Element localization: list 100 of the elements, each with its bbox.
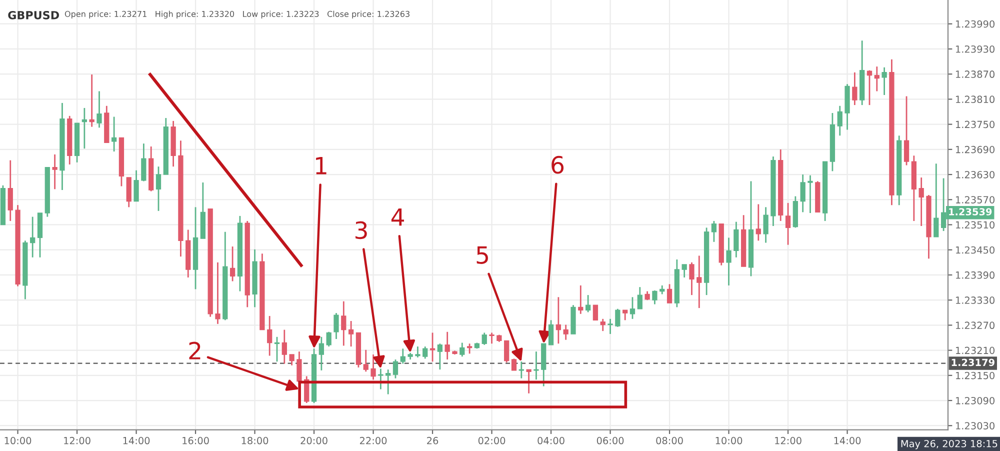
annotation: 3 — [356, 221, 367, 240]
candlestick — [689, 262, 694, 296]
candlestick — [274, 336, 280, 362]
candlestick — [8, 160, 13, 222]
y-tick-label: 1.23330 — [956, 296, 995, 304]
annotation: 2 — [189, 342, 200, 360]
candlestick — [726, 237, 732, 286]
candlestick — [526, 368, 532, 394]
y-tick-label: 1.23390 — [956, 271, 995, 279]
candlestick — [666, 283, 672, 304]
candlestick — [341, 300, 346, 346]
candlestick — [934, 162, 939, 238]
candlestick — [592, 304, 598, 321]
y-tick-label: 1.23150 — [956, 372, 995, 380]
x-tick-label: 26 — [427, 436, 438, 444]
candlestick — [466, 342, 472, 354]
x-tick-label: 10:00 — [716, 436, 742, 444]
candlestick — [800, 174, 806, 213]
candlestick — [578, 284, 584, 315]
candlestick — [444, 331, 450, 360]
y-tick-label: 1.23210 — [956, 346, 995, 354]
candlestick — [415, 346, 420, 358]
candlestick — [548, 319, 554, 346]
candlestick — [215, 262, 220, 325]
text: GBPUSD — [8, 10, 59, 20]
candlestick — [156, 166, 162, 212]
x-tick-label: 14:00 — [834, 436, 861, 444]
candlestick — [615, 308, 620, 328]
y-tick-label: 1.23570 — [956, 196, 995, 204]
candlestick — [489, 332, 494, 344]
candlestick — [652, 290, 658, 305]
candlestick — [111, 116, 117, 152]
candlestick — [556, 296, 562, 344]
annotation: 5 — [476, 246, 488, 264]
candlestick — [52, 154, 58, 190]
y-tick-label: 1.23510 — [956, 221, 995, 229]
text: May 26, 2023 18:15 — [901, 440, 998, 450]
candlestick — [267, 315, 272, 356]
candlestick — [134, 170, 139, 202]
candlestick — [482, 332, 487, 346]
candlestick — [882, 66, 887, 96]
candlestick — [711, 220, 717, 243]
candlestick — [534, 350, 539, 380]
annotation: 4 — [391, 208, 404, 226]
candlestick — [96, 90, 102, 128]
annotation: 1 — [316, 157, 326, 174]
y-tick-label: 1.23450 — [956, 246, 995, 254]
candlestick — [504, 340, 510, 364]
y-tick-label: 1.23690 — [956, 146, 995, 154]
candlestick — [511, 358, 517, 372]
candlestick — [763, 206, 768, 244]
y-tick-label: 1.23270 — [956, 322, 995, 330]
candlestick — [585, 294, 591, 313]
y-tick-label: 1.23810 — [956, 96, 995, 104]
candlestick — [282, 329, 287, 364]
x-tick-label: 18:00 — [242, 436, 268, 444]
ref-line-label: 1.23179 — [952, 358, 994, 366]
candlestick — [837, 105, 842, 136]
candlestick — [563, 324, 568, 341]
candlestick — [630, 296, 636, 320]
candlestick — [334, 312, 339, 340]
x-tick-label: 06:00 — [596, 436, 624, 444]
y-tick-label: 1.23870 — [956, 70, 995, 78]
candlestick — [756, 204, 761, 242]
x-tick-label: 12:00 — [775, 436, 802, 444]
candlestick — [696, 255, 702, 309]
candlestick — [608, 318, 613, 335]
candlestick — [622, 309, 628, 321]
candlestick — [392, 358, 398, 380]
candlestick — [363, 349, 368, 372]
candlestick — [808, 174, 813, 214]
candlestick — [82, 107, 88, 150]
candlestick — [126, 176, 132, 208]
candlestick — [437, 342, 443, 370]
candlestick — [230, 246, 236, 282]
y-tick-label: 1.23630 — [956, 170, 995, 178]
candlestick — [866, 70, 872, 106]
x-tick-label: 02:00 — [478, 436, 506, 444]
x-tick-label: 08:00 — [656, 436, 683, 444]
candlestick — [289, 354, 294, 366]
candlestick — [904, 96, 910, 166]
candlestick — [460, 342, 465, 358]
candlestick — [518, 360, 524, 380]
candlestick — [874, 66, 880, 92]
x-tick-label: 20:00 — [300, 436, 328, 444]
x-tick-label: 04:00 — [538, 436, 564, 444]
candlestick — [378, 368, 384, 390]
candlestick — [348, 320, 354, 348]
candlestick — [30, 216, 36, 258]
candlestick — [370, 354, 376, 380]
candlestick — [386, 368, 391, 395]
candlestick — [141, 142, 146, 182]
candlestick — [89, 74, 94, 128]
x-tick-label: 14:00 — [123, 436, 150, 444]
candlestick — [326, 331, 332, 348]
y-tick-label: 1.23750 — [956, 120, 995, 128]
y-tick-label: 1.23030 — [956, 422, 995, 430]
annotation: 6 — [552, 156, 564, 174]
candlestick — [637, 286, 642, 310]
x-tick-label: 10:00 — [4, 436, 32, 444]
